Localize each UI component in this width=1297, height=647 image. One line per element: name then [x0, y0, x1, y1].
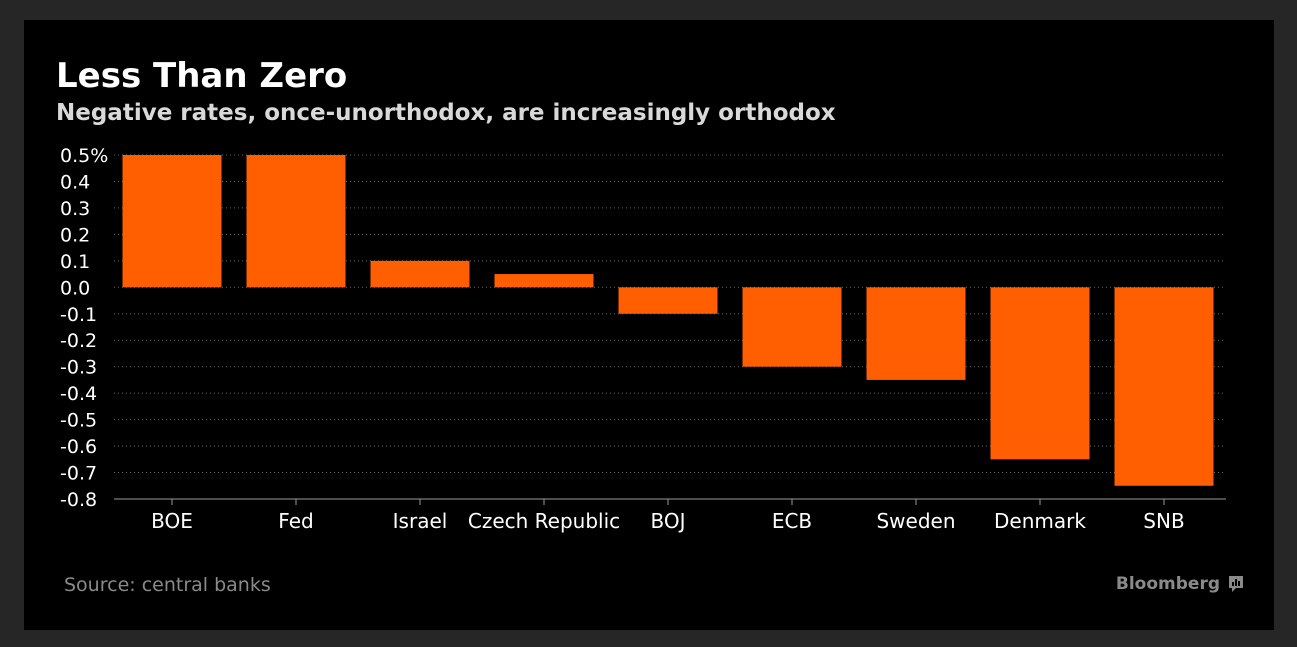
x-axis-ticks: BOE Fed Israel Czech Republic BOJ ECB Sweden De… [151, 499, 1185, 533]
bar-czech-republic [494, 274, 594, 288]
y-tick-label: -0.5 [60, 410, 97, 432]
y-tick-label: -0.3 [60, 357, 97, 379]
bar-fed [246, 155, 346, 288]
x-tick-label: Czech Republic [468, 509, 620, 533]
y-tick-label: 0.3 [60, 198, 90, 220]
chart-subtitle: Negative rates, once-unorthodox, are inc… [56, 100, 836, 126]
y-tick-label: 0.4 [60, 171, 90, 193]
bar-chart: 0.5% 0.4 0.3 0.2 0.1 0.0 -0.1 -0.2 -0.3 -0.4 -0.5 -… [60, 145, 1226, 533]
x-tick-label: Sweden [876, 509, 955, 533]
bar-sweden [866, 287, 966, 380]
brand-logo: Bloomberg [1115, 574, 1220, 594]
chart-card: Less Than Zero Negative rates, once-unor… [24, 20, 1274, 630]
x-tick-label: BOE [151, 509, 193, 533]
x-tick-label: Fed [278, 509, 313, 533]
y-tick-label: -0.7 [60, 463, 97, 485]
bar-ecb [742, 287, 842, 367]
y-tick-label: 0.2 [60, 224, 90, 246]
bar-israel [370, 260, 470, 288]
bloomberg-chart-icon [1229, 576, 1243, 592]
y-tick-label: -0.1 [60, 304, 97, 326]
bar-boe [122, 155, 222, 288]
chart-title: Less Than Zero [56, 56, 348, 96]
x-tick-label: ECB [772, 509, 812, 533]
y-tick-label: -0.8 [60, 489, 97, 511]
x-tick-label: SNB [1143, 509, 1184, 533]
y-tick-label: 0.0 [60, 277, 90, 299]
bar-snb [1114, 287, 1214, 486]
x-tick-label: Denmark [994, 509, 1086, 533]
x-tick-label: Israel [393, 509, 448, 533]
x-tick-label: BOJ [650, 509, 685, 533]
y-tick-label: -0.2 [60, 330, 97, 352]
y-tick-label: 0.1 [60, 251, 90, 273]
y-tick-label: -0.6 [60, 436, 97, 458]
bar-boj [618, 287, 718, 314]
y-axis-ticks: 0.5% 0.4 0.3 0.2 0.1 0.0 -0.1 -0.2 -0.3 -0.4 -0.5 -… [60, 145, 108, 511]
y-tick-label: 0.5% [60, 145, 108, 167]
bar-denmark [990, 287, 1090, 460]
source-note: Source: central banks [64, 574, 271, 596]
bars [122, 155, 1214, 486]
y-tick-label: -0.4 [60, 383, 97, 405]
